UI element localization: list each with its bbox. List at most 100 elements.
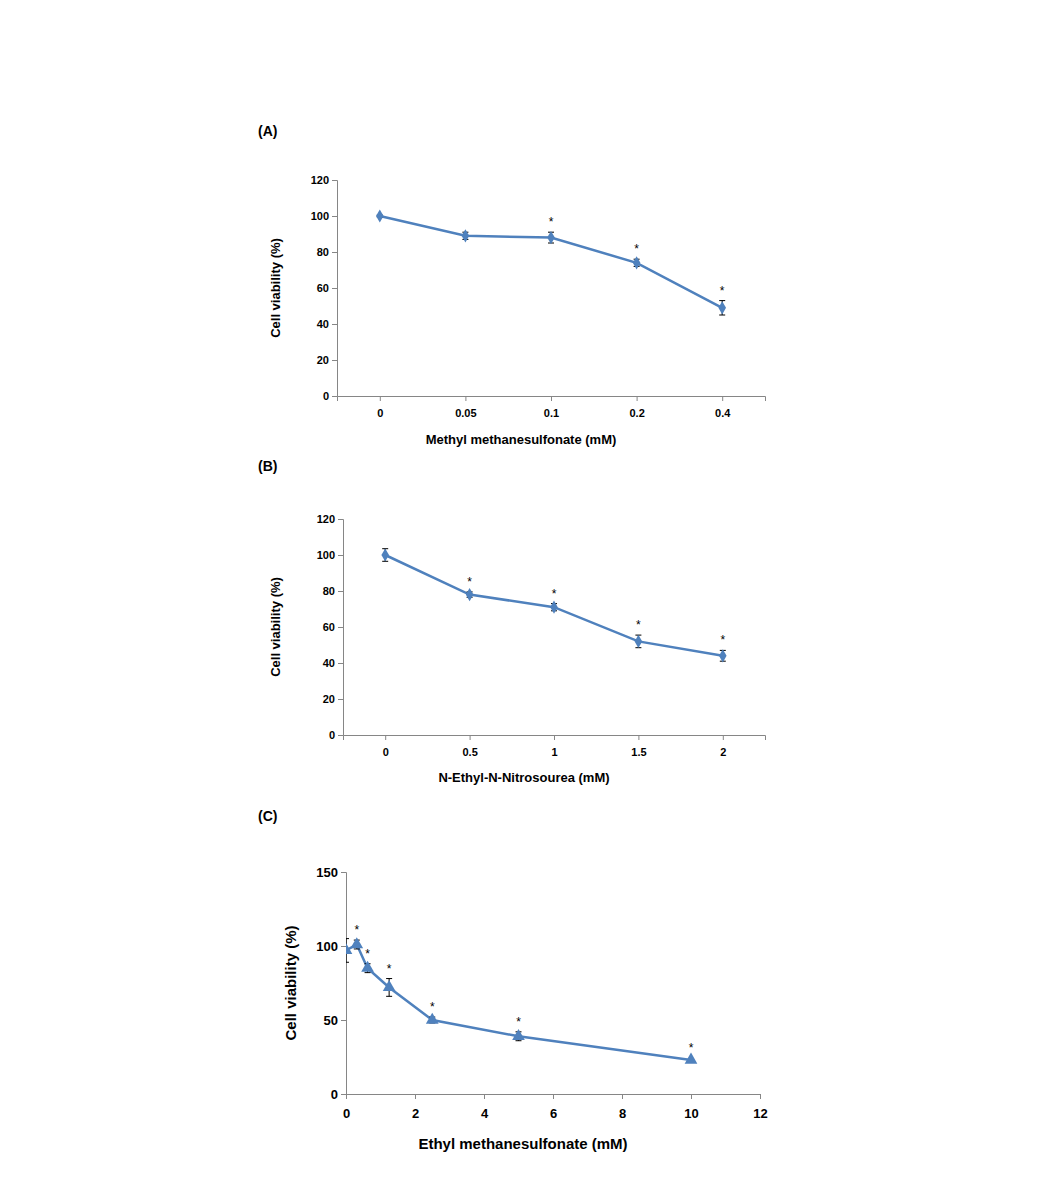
tick-label: 0 — [343, 1106, 350, 1121]
tick-mark — [553, 1094, 554, 1099]
marker — [381, 548, 389, 561]
tick-mark — [341, 1094, 346, 1095]
panel: (C)050100150024681012Ethyl methanesulfon… — [258, 808, 768, 1152]
x-axis-title: Ethyl methanesulfonate (mM) — [418, 1135, 627, 1152]
tick-mark — [554, 735, 555, 740]
y-axis-title: Cell viability (%) — [268, 238, 283, 338]
tick-mark — [332, 324, 337, 325]
x-axis-title: Methyl methanesulfonate (mM) — [426, 432, 617, 447]
panel: (B)02040608010012000.511.52N-Ethyl-N-Nit… — [258, 458, 766, 785]
tick-label: 12 — [753, 1106, 767, 1121]
error-bar — [635, 635, 641, 648]
significance-labels: ****** — [354, 923, 693, 1055]
significance-label: * — [634, 242, 639, 256]
tick-label: 10 — [684, 1106, 698, 1121]
tick: 0 — [323, 390, 337, 402]
tick-label: 20 — [317, 354, 329, 366]
tick: 120 — [311, 174, 337, 186]
tick-mark — [380, 396, 381, 401]
tick-mark — [332, 396, 337, 397]
tick-mark — [338, 735, 343, 736]
tick-mark — [385, 735, 386, 740]
significance-label: * — [354, 923, 359, 937]
tick-mark — [465, 396, 466, 401]
tick: 8 — [619, 1094, 626, 1121]
y-axis-title: Cell viability (%) — [268, 577, 283, 677]
axis-line — [338, 520, 344, 736]
tick-mark — [338, 627, 343, 628]
axis-line — [347, 1095, 761, 1100]
x-axis: 00.050.10.20.4 — [338, 396, 766, 419]
tick-label: 20 — [323, 693, 335, 705]
tick-label: 40 — [323, 657, 335, 669]
tick-mark — [723, 735, 724, 740]
significance-labels: *** — [549, 215, 725, 297]
tick: 0.4 — [715, 396, 731, 419]
tick: 50 — [324, 1013, 346, 1028]
tick: 20 — [317, 354, 337, 366]
tick-mark — [622, 1094, 623, 1099]
error-bar-cap — [719, 300, 725, 301]
panel-title: (B) — [258, 458, 277, 474]
error-bar-cap — [386, 978, 392, 979]
tick-label: 80 — [317, 246, 329, 258]
tick-label: 0 — [383, 746, 389, 758]
figure: (A)02040608010012000.050.10.20.4Methyl m… — [0, 0, 1039, 1186]
tick-label: 1 — [551, 746, 557, 758]
error-bar-cap — [346, 938, 349, 939]
tick: 100 — [316, 939, 346, 954]
tick-label: 100 — [316, 939, 338, 954]
tick: 1.5 — [631, 735, 646, 758]
plot-area — [381, 548, 726, 662]
tick-mark — [332, 216, 337, 217]
panel-title: (A) — [258, 123, 277, 139]
significance-labels: **** — [467, 575, 725, 648]
plot-area — [376, 209, 726, 315]
marker — [550, 601, 558, 614]
tick-mark — [341, 946, 346, 947]
significance-label: * — [689, 1041, 694, 1055]
marker — [466, 588, 474, 601]
tick-mark — [760, 1094, 761, 1099]
marker — [633, 256, 641, 269]
marker — [350, 937, 363, 948]
error-bar-cap — [719, 315, 725, 316]
marker — [383, 980, 396, 991]
tick-label: 60 — [317, 282, 329, 294]
error-bar-cap — [346, 962, 349, 963]
axis-line — [341, 873, 347, 1095]
marker — [346, 943, 352, 954]
tick-label: 0.5 — [462, 746, 477, 758]
tick-mark — [691, 1094, 692, 1099]
error-bar — [382, 549, 388, 562]
error-bar — [719, 301, 725, 315]
tick: 40 — [323, 657, 343, 669]
y-axis-title: Cell viability (%) — [282, 925, 299, 1040]
y-axis: 020406080100120 — [317, 513, 344, 741]
tick-mark — [338, 663, 343, 664]
tick-mark — [338, 519, 343, 520]
tick: 20 — [323, 693, 343, 705]
tick: 2 — [412, 1094, 419, 1121]
significance-label: * — [467, 575, 472, 589]
tick-mark — [341, 1020, 346, 1021]
tick-mark — [484, 1094, 485, 1099]
marker — [635, 635, 643, 648]
panel-title: (C) — [258, 808, 277, 824]
tick-label: 80 — [323, 585, 335, 597]
tick-label: 2 — [720, 746, 726, 758]
error-bar-cap — [365, 972, 371, 973]
tick-mark — [338, 555, 343, 556]
tick: 10 — [684, 1094, 698, 1121]
x-axis: 0 0.5 1 1.5 2 — [344, 735, 766, 758]
axis-line — [344, 736, 766, 741]
marker — [547, 231, 555, 244]
marker — [462, 229, 470, 242]
axis-line — [338, 397, 766, 402]
tick: 60 — [323, 621, 343, 633]
tick-label: 50 — [324, 1013, 338, 1028]
tick: 80 — [317, 246, 337, 258]
y-axis: 020406080100120 — [311, 174, 338, 402]
tick-label: 0 — [377, 407, 383, 419]
tick: 4 — [481, 1094, 489, 1121]
